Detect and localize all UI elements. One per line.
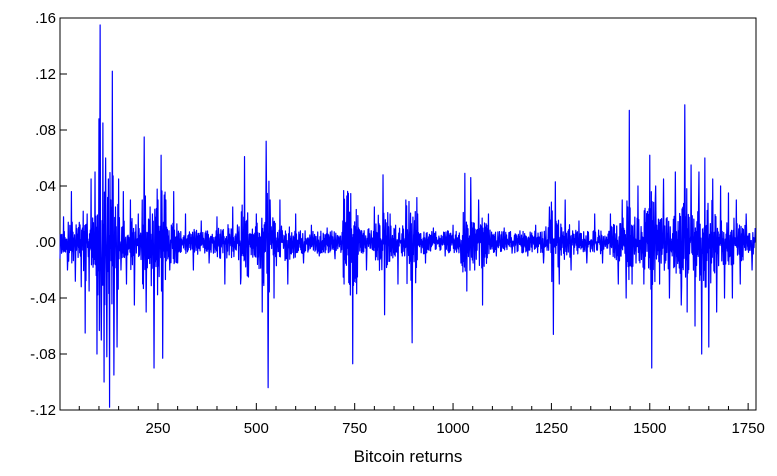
y-axis: -.12 -.08 -.04 .00 .04 .08 .12 .16 <box>30 10 67 419</box>
series-layer <box>59 24 756 408</box>
y-tick-label: .16 <box>35 10 56 27</box>
series-line <box>59 24 756 408</box>
y-tick-label: .12 <box>35 66 56 83</box>
x-tick-label: 1750 <box>731 420 764 437</box>
y-tick-label: .00 <box>35 234 56 251</box>
y-tick-label: .04 <box>35 178 56 195</box>
plot-area <box>59 17 757 411</box>
x-axis-label: Bitcoin returns <box>354 447 463 466</box>
y-tick-label: -.04 <box>30 290 56 307</box>
y-tick-label: -.08 <box>30 346 56 363</box>
x-tick-label: 250 <box>145 420 170 437</box>
x-tick-label: 1250 <box>535 420 568 437</box>
x-tick-label: 1000 <box>436 420 469 437</box>
y-tick-label: -.12 <box>30 402 56 419</box>
x-axis: 250 500 750 1000 1250 1500 1750 <box>78 403 765 437</box>
y-tick-label: .08 <box>35 122 56 139</box>
x-tick-label: 500 <box>244 420 269 437</box>
x-tick-label: 750 <box>342 420 367 437</box>
x-tick-label: 1500 <box>633 420 666 437</box>
